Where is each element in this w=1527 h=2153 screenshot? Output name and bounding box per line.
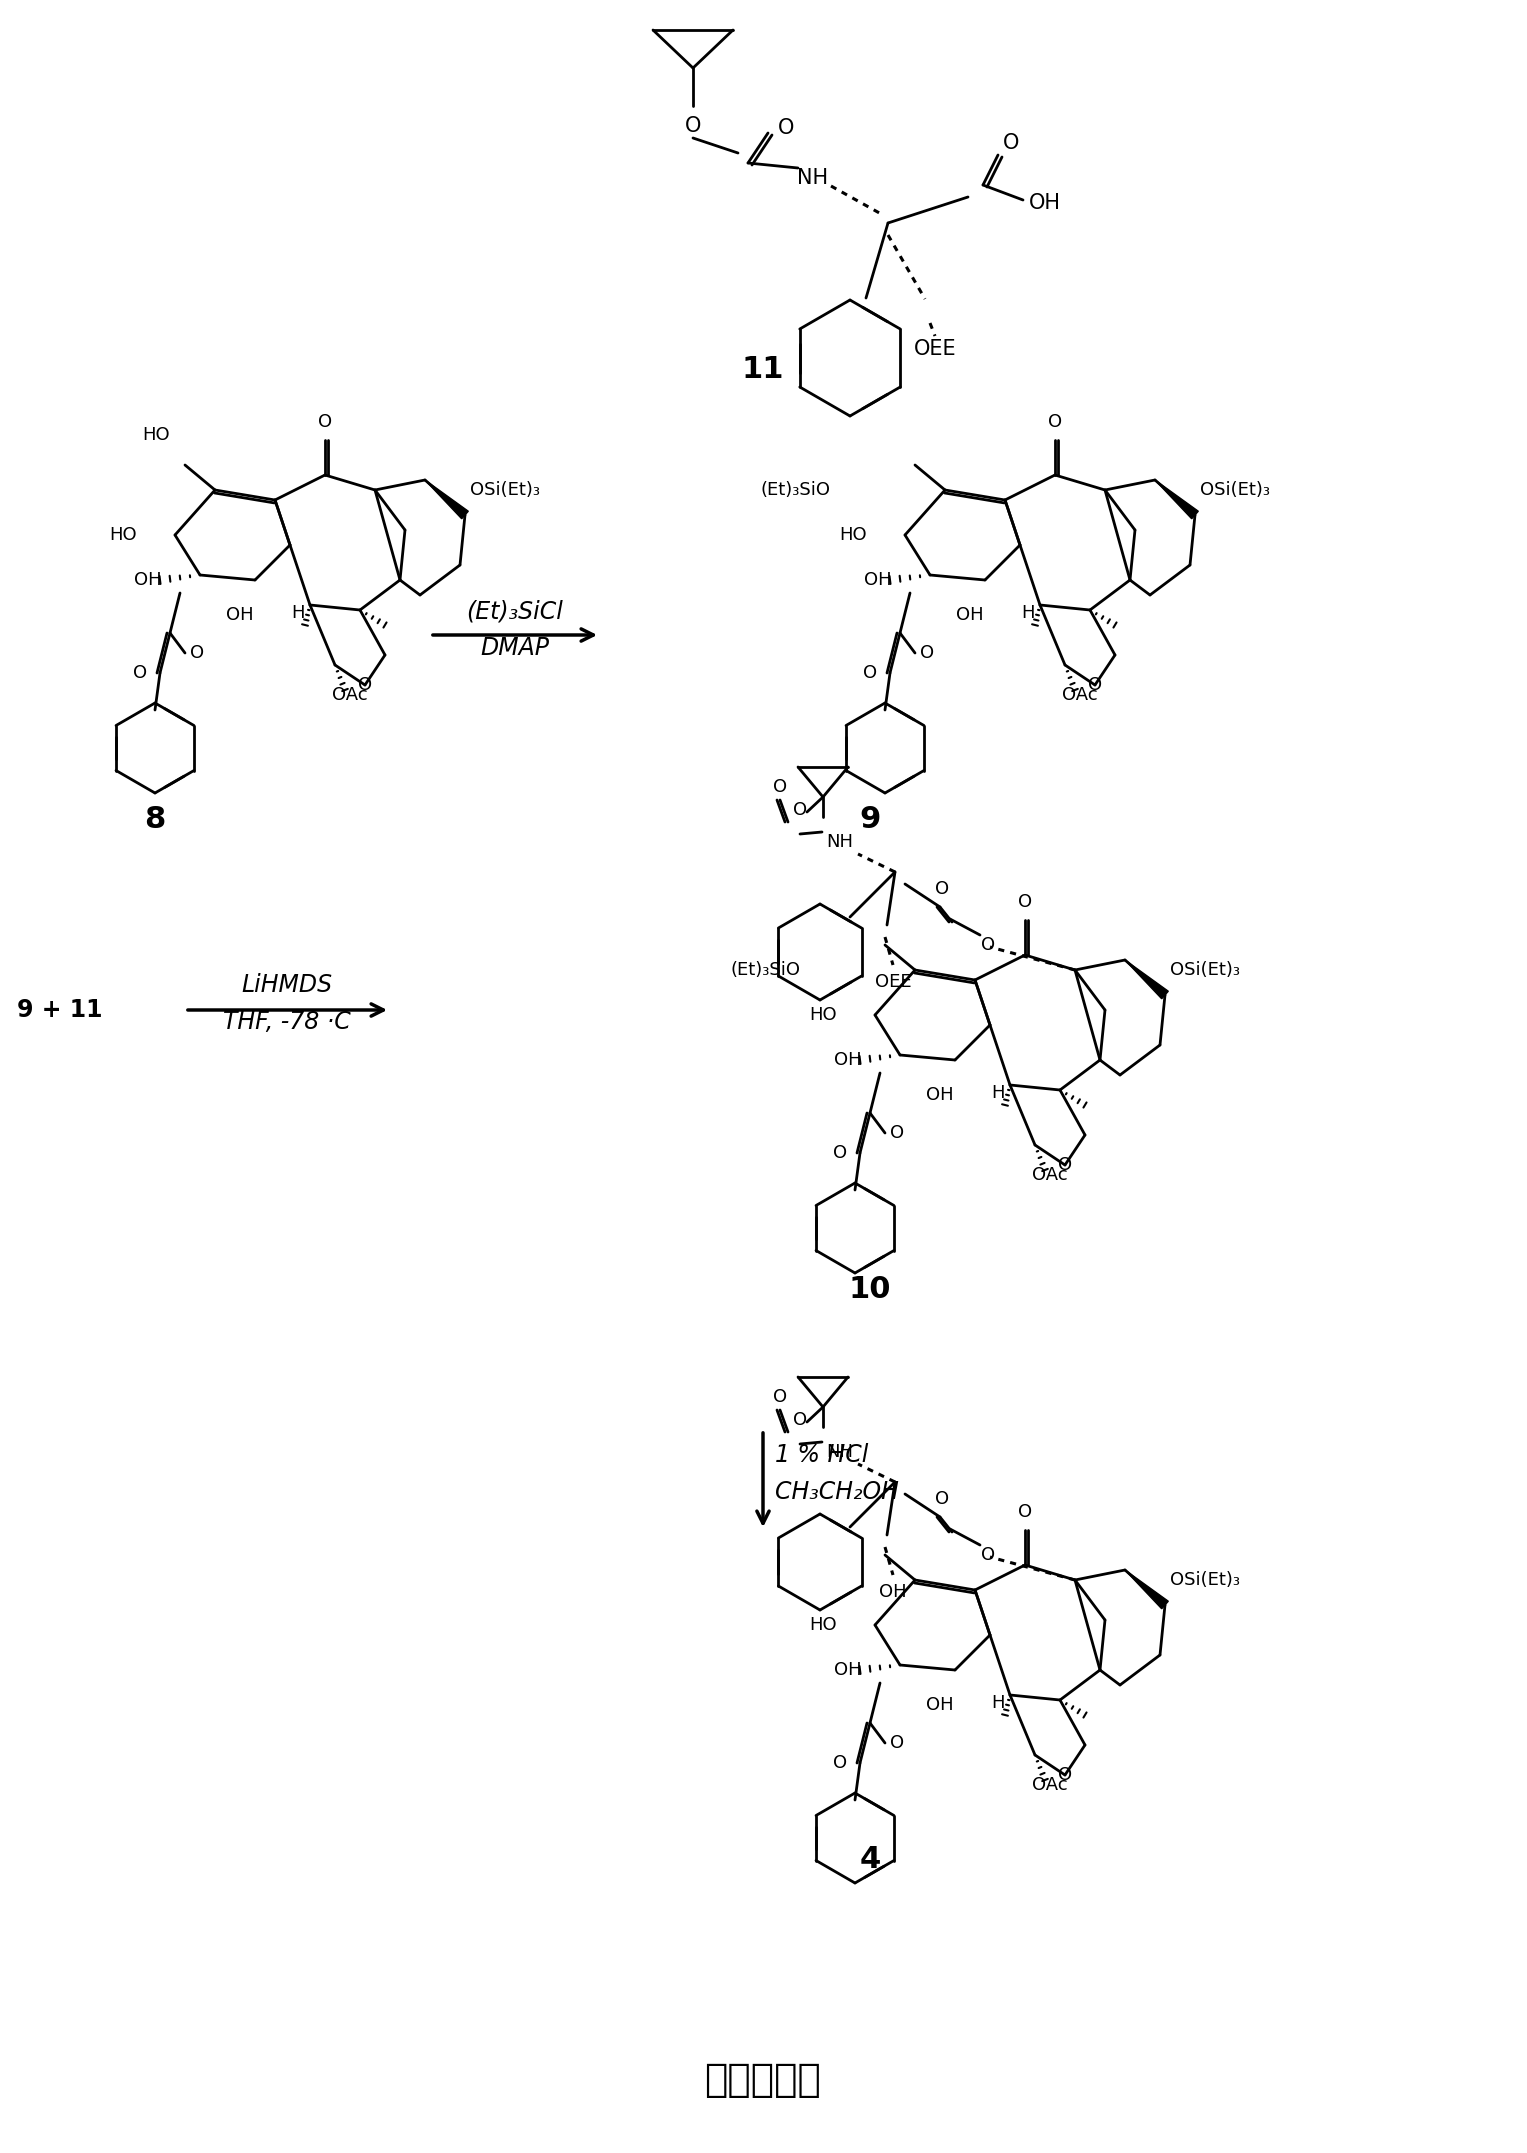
- Text: OH: OH: [134, 571, 162, 590]
- Text: O: O: [890, 1124, 904, 1141]
- Text: NH: NH: [826, 1443, 854, 1462]
- Text: OH: OH: [880, 1582, 907, 1602]
- Text: O: O: [1087, 676, 1102, 693]
- Text: O: O: [935, 881, 950, 898]
- Text: OEE: OEE: [913, 338, 956, 360]
- Text: O: O: [133, 663, 147, 683]
- Text: O: O: [919, 644, 935, 661]
- Text: 多西紫杉醇: 多西紫杉醇: [704, 2060, 822, 2099]
- Text: O: O: [890, 1733, 904, 1753]
- Text: O: O: [773, 1389, 786, 1406]
- Text: (Et)₃SiCl: (Et)₃SiCl: [467, 601, 563, 624]
- Text: 8: 8: [145, 805, 165, 835]
- Text: (Et)₃SiO: (Et)₃SiO: [760, 480, 831, 499]
- Text: HO: HO: [110, 525, 137, 545]
- Text: H: H: [991, 1694, 1005, 1712]
- Text: NH: NH: [797, 168, 829, 187]
- Polygon shape: [1125, 960, 1168, 999]
- Text: O: O: [793, 801, 808, 818]
- Text: OSi(Et)₃: OSi(Et)₃: [1170, 1572, 1240, 1589]
- Text: O: O: [684, 116, 701, 136]
- Text: THF, -78 ·C: THF, -78 ·C: [223, 1010, 351, 1033]
- Text: O: O: [189, 644, 205, 661]
- Text: 4: 4: [860, 1845, 881, 1875]
- Text: DMAP: DMAP: [481, 635, 550, 661]
- Text: HO: HO: [809, 1617, 837, 1634]
- Text: OH: OH: [927, 1085, 954, 1104]
- Text: LiHMDS: LiHMDS: [241, 973, 333, 997]
- Polygon shape: [1154, 480, 1199, 519]
- Text: 9: 9: [860, 805, 881, 835]
- Text: O: O: [832, 1755, 847, 1772]
- Text: OSi(Et)₃: OSi(Et)₃: [1200, 480, 1270, 499]
- Text: O: O: [793, 1410, 808, 1430]
- Text: OH: OH: [834, 1051, 863, 1070]
- Text: O: O: [773, 777, 786, 797]
- Text: O: O: [318, 413, 331, 431]
- Text: H: H: [991, 1083, 1005, 1102]
- Text: O: O: [1019, 1503, 1032, 1520]
- Text: OEE: OEE: [875, 973, 912, 990]
- Text: OH: OH: [226, 605, 253, 624]
- Text: OH: OH: [834, 1660, 863, 1679]
- Text: 9 + 11: 9 + 11: [17, 999, 102, 1023]
- Text: O: O: [357, 676, 373, 693]
- Text: OH: OH: [927, 1697, 954, 1714]
- Text: O: O: [777, 118, 794, 138]
- Text: OH: OH: [956, 605, 983, 624]
- Polygon shape: [425, 480, 469, 519]
- Polygon shape: [1125, 1570, 1168, 1608]
- Text: O: O: [1003, 133, 1019, 153]
- Text: O: O: [935, 1490, 950, 1507]
- Text: OAc: OAc: [1063, 687, 1098, 704]
- Text: O: O: [1048, 413, 1063, 431]
- Text: OAc: OAc: [333, 687, 368, 704]
- Text: OSi(Et)₃: OSi(Et)₃: [1170, 960, 1240, 980]
- Text: 11: 11: [742, 355, 785, 385]
- Text: O: O: [1058, 1765, 1072, 1785]
- Text: OAc: OAc: [1032, 1167, 1067, 1184]
- Text: HO: HO: [809, 1005, 837, 1025]
- Text: OH: OH: [864, 571, 892, 590]
- Text: CH₃CH₂OH: CH₃CH₂OH: [776, 1479, 899, 1505]
- Text: 10: 10: [849, 1275, 892, 1305]
- Text: HO: HO: [840, 525, 867, 545]
- Text: OSi(Et)₃: OSi(Et)₃: [470, 480, 541, 499]
- Text: O: O: [863, 663, 876, 683]
- Text: O: O: [980, 937, 996, 954]
- Text: O: O: [980, 1546, 996, 1563]
- Text: OH: OH: [1029, 194, 1061, 213]
- Text: OAc: OAc: [1032, 1776, 1067, 1793]
- Text: O: O: [1019, 893, 1032, 911]
- Text: H: H: [292, 605, 305, 622]
- Text: 1 % HCl: 1 % HCl: [776, 1443, 869, 1466]
- Text: NH: NH: [826, 833, 854, 850]
- Text: O: O: [1058, 1156, 1072, 1173]
- Text: O: O: [832, 1143, 847, 1163]
- Text: HO: HO: [142, 426, 169, 444]
- Text: H: H: [1022, 605, 1035, 622]
- Text: (Et)₃SiO: (Et)₃SiO: [730, 960, 800, 980]
